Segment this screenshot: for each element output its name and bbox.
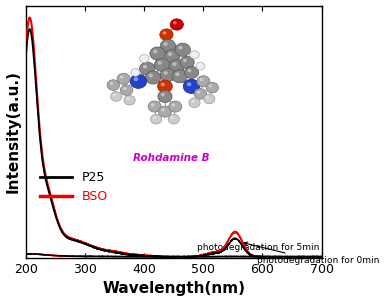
Text: photodegradation for 0min: photodegradation for 0min <box>244 242 379 265</box>
Text: Rohdamine B: Rohdamine B <box>132 153 209 163</box>
Legend: P25, BSO: P25, BSO <box>35 166 113 208</box>
Text: photodegradation for 5min: photodegradation for 5min <box>197 243 320 252</box>
Y-axis label: Intensity(a.u.): Intensity(a.u.) <box>5 70 21 193</box>
X-axis label: Wavelength(nm): Wavelength(nm) <box>102 281 245 297</box>
